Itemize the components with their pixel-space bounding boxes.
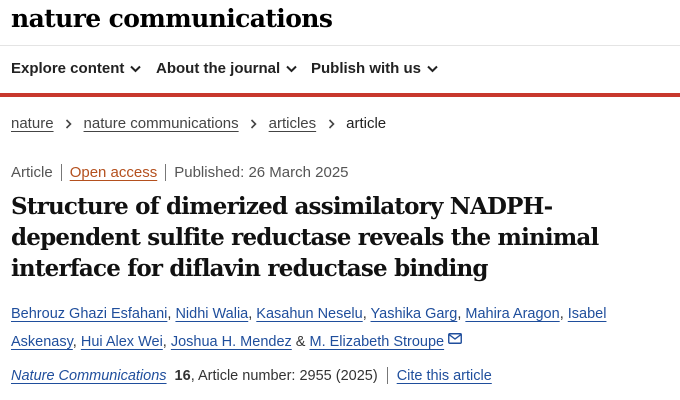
email-icon[interactable] (448, 333, 463, 344)
author-list: Behrouz Ghazi Esfahani, Nidhi Walia, Kas… (11, 300, 671, 356)
citation-divider (386, 367, 388, 384)
journal-logo[interactable]: nature communications (11, 4, 333, 33)
chevron-right-icon (54, 115, 84, 132)
chevron-right-icon (316, 115, 346, 132)
author-link[interactable]: Kasahun Neselu (256, 306, 363, 322)
author-link[interactable]: Isabel Askenasy (11, 306, 607, 350)
nav-label: Explore content (11, 60, 125, 77)
volume-number: 16 (174, 367, 191, 384)
chevron-down-icon (130, 65, 142, 72)
author-ampersand: & (295, 334, 306, 350)
chevron-down-icon (427, 65, 438, 72)
open-access-link[interactable]: Open access (69, 164, 158, 181)
author-link[interactable]: Mahira Aragon (465, 306, 560, 322)
article-number: , Article number: 2955 (2025) (190, 367, 378, 384)
nav-explore-content[interactable]: Explore content (11, 60, 142, 77)
author-link[interactable]: Joshua H. Mendez (170, 334, 292, 350)
meta-divider (60, 164, 62, 181)
nav-label: Publish with us (311, 60, 422, 77)
author-link[interactable]: Nidhi Walia (175, 306, 249, 322)
author-link[interactable]: Hui Alex Wei (80, 334, 163, 350)
author-separator: , (72, 334, 77, 350)
breadcrumb-current: article (346, 115, 387, 132)
breadcrumb: nature nature communications articles ar… (11, 115, 386, 132)
chevron-right-icon (239, 115, 269, 132)
cite-this-article-link[interactable]: Cite this article (396, 367, 492, 384)
nav-publish-with-us[interactable]: Publish with us (311, 60, 438, 77)
breadcrumb-nature[interactable]: nature (11, 115, 54, 132)
author-separator: , (248, 306, 253, 322)
journal-name-link[interactable]: Nature Communications (11, 367, 167, 384)
site-header: nature communications (0, 0, 680, 46)
nav-about-journal[interactable]: About the journal (156, 60, 297, 77)
article-meta: Article Open access Published: 26 March … (11, 164, 349, 181)
author-separator: , (362, 306, 367, 322)
published-date: Published: 26 March 2025 (174, 164, 349, 181)
author-link[interactable]: Yashika Garg (370, 306, 458, 322)
author-link[interactable]: Behrouz Ghazi Esfahani (11, 306, 168, 322)
breadcrumb-articles[interactable]: articles (268, 115, 317, 132)
main-nav: Explore content About the journal Publis… (0, 47, 680, 93)
author-separator: , (559, 306, 564, 322)
accent-divider (0, 93, 680, 97)
citation-line: Nature Communications 16 , Article numbe… (11, 367, 492, 384)
breadcrumb-nature-communications[interactable]: nature communications (83, 115, 239, 132)
chevron-down-icon (286, 65, 297, 72)
meta-divider (165, 164, 167, 181)
author-link[interactable]: M. Elizabeth Stroupe (309, 334, 445, 350)
author-separator: , (162, 334, 167, 350)
article-type: Article (11, 164, 53, 181)
article-title: Structure of dimerized assimilatory NADP… (11, 193, 599, 282)
author-separator: , (457, 306, 462, 322)
nav-label: About the journal (156, 60, 281, 77)
author-separator: , (167, 306, 172, 322)
